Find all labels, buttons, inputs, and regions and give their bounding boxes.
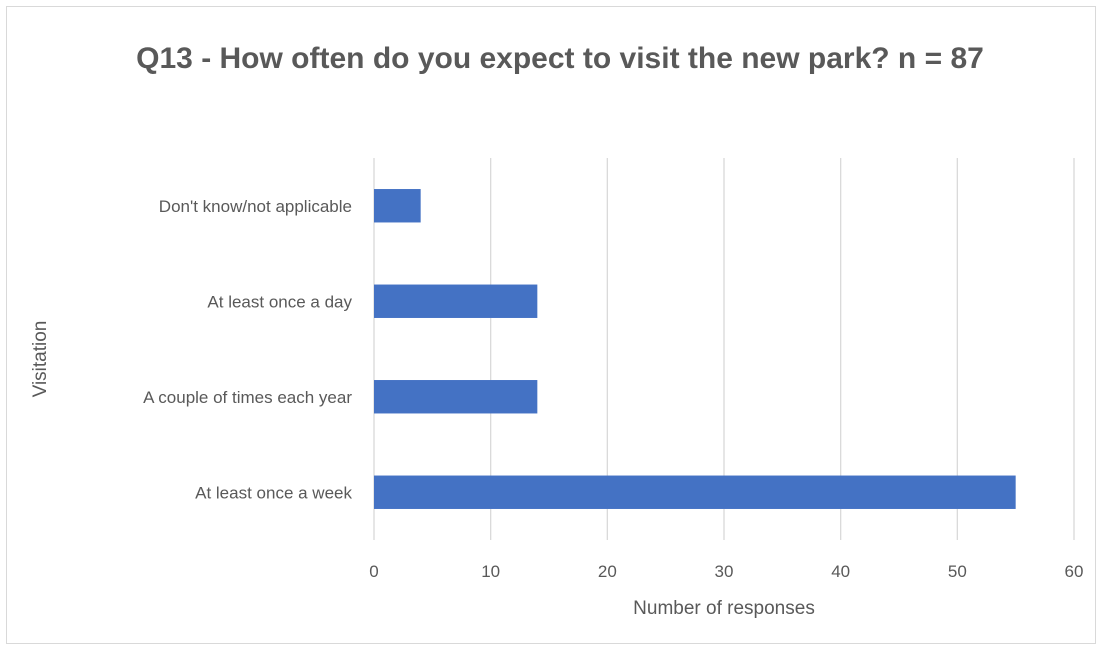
x-tick-label: 50	[948, 562, 967, 581]
x-tick-label: 40	[831, 562, 850, 581]
bars	[374, 189, 1016, 509]
x-tick-labels: 0 10 20 30 40 50 60	[369, 562, 1083, 581]
y-tick-label: A couple of times each year	[143, 388, 352, 407]
y-tick-label: Don't know/not applicable	[159, 197, 352, 216]
y-tick-labels: At least once a week A couple of times ea…	[143, 197, 352, 503]
x-tick-label: 60	[1065, 562, 1084, 581]
y-tick-label: At least once a week	[195, 483, 352, 502]
x-tick-label: 0	[369, 562, 378, 581]
x-tick-label: 10	[481, 562, 500, 581]
y-tick-label: At least once a day	[207, 292, 352, 311]
bar	[374, 475, 1016, 509]
bar	[374, 380, 538, 414]
chart-frame	[6, 6, 1096, 644]
x-tick-label: 30	[715, 562, 734, 581]
bar	[374, 284, 538, 318]
x-axis-title: Number of responses	[633, 598, 815, 619]
x-tick-label: 20	[598, 562, 617, 581]
y-axis-title: Visitation	[30, 321, 51, 398]
bar	[374, 189, 421, 223]
chart-title: Q13 - How often do you expect to visit t…	[136, 42, 984, 75]
